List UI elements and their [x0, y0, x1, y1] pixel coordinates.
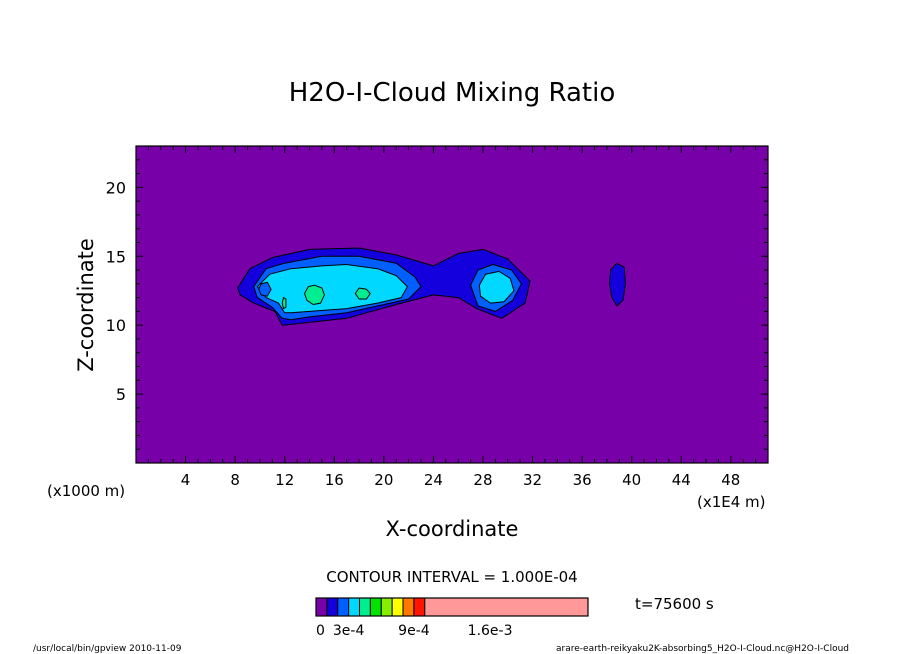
colorbar-swatch-7 [391, 597, 404, 617]
colorbar-swatch-8 [402, 597, 415, 617]
y-tick-label-20: 20 [106, 178, 126, 197]
colorbar-swatch-0 [315, 597, 328, 617]
x-unit-left: (x1000 m) [47, 482, 125, 500]
contour-region-9 [281, 297, 287, 310]
contour-interval: CONTOUR INTERVAL = 1.000E-04 [326, 568, 577, 586]
contour-region-5 [478, 270, 515, 304]
x-tick-label-32: 32 [523, 471, 542, 489]
x-tick-label-12: 12 [275, 471, 294, 489]
x-tick-label-20: 20 [374, 471, 393, 489]
x-tick-label-44: 44 [672, 471, 691, 489]
field-background [136, 146, 768, 463]
y-tick-label-15: 15 [106, 247, 126, 266]
colorbar-label-3: 1.6e-3 [468, 623, 513, 639]
x-tick-label-16: 16 [325, 471, 344, 489]
colorbar-swatch-1 [326, 597, 339, 617]
x-axis-label: X-coordinate [386, 517, 519, 541]
colorbar-swatch-10 [424, 597, 589, 617]
colorbar-label-1: 3e-4 [333, 623, 365, 639]
contour-region-4 [256, 264, 408, 314]
x-tick-label-36: 36 [573, 471, 592, 489]
x-tick-label-40: 40 [622, 471, 641, 489]
colorbar-frame [315, 597, 589, 617]
x-tick-label-48: 48 [721, 471, 740, 489]
colorbar-swatch-3 [348, 597, 361, 617]
time-readout: t=75600 s [635, 595, 714, 613]
colorbar: 0 3e-4 9e-4 1.6e-3 [315, 597, 589, 639]
x-tick-label-8: 8 [230, 471, 240, 489]
colorbar-swatch-6 [380, 597, 393, 617]
colorbar-label-0: 0 [316, 623, 325, 639]
x-unit-right: (x1E4 m) [697, 493, 766, 511]
colorbar-swatch-2 [337, 597, 350, 617]
chart-title: H2O-I-Cloud Mixing Ratio [289, 78, 616, 108]
x-tick-label-24: 24 [424, 471, 443, 489]
plot-frame [135, 145, 769, 464]
footer-right: arare-earth-reikyaku2K-absorbing5_H2O-I-… [556, 644, 849, 654]
y-tick-label-5: 5 [116, 385, 126, 404]
colorbar-label-2: 9e-4 [398, 623, 430, 639]
contour-region-7 [354, 287, 371, 300]
contour-region-8 [258, 281, 272, 297]
colorbar-swatch-4 [359, 597, 371, 617]
footer-left: /usr/local/bin/gpview 2010-11-09 [33, 644, 182, 654]
colorbar-swatch-5 [369, 597, 382, 617]
contour-region-6 [304, 284, 325, 305]
x-tick-label-4: 4 [181, 471, 191, 489]
colorbar-swatch-9 [413, 597, 426, 617]
y-tick-label-10: 10 [106, 316, 126, 335]
contour-region-1 [608, 262, 626, 307]
x-tick-label-28: 28 [473, 471, 492, 489]
y-axis-label: Z-coordinate [74, 238, 98, 372]
